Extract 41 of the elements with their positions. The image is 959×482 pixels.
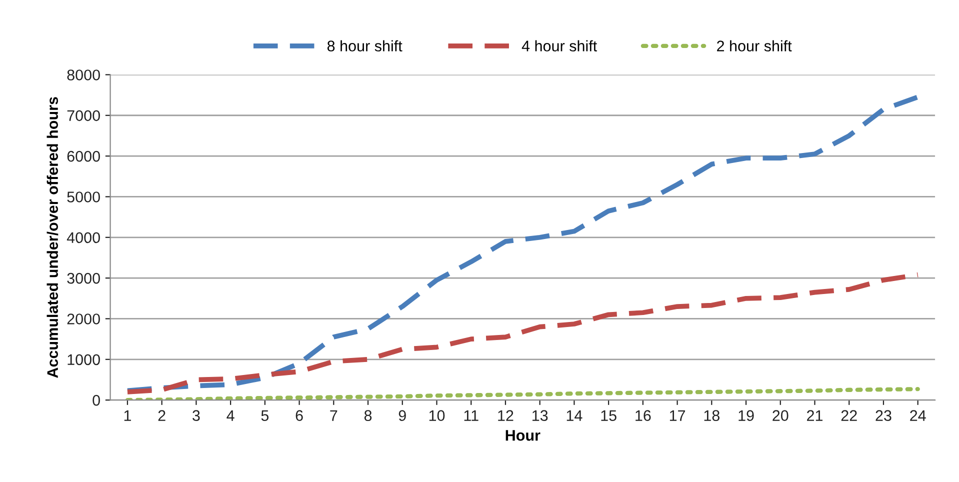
line-series (125, 386, 920, 400)
x-tick-label: 23 (876, 410, 892, 422)
x-tick-label: 3 (192, 410, 200, 422)
x-tick-label: 14 (566, 410, 582, 421)
x-tick-label: 5 (261, 410, 269, 422)
x-tick-label: 2 (158, 410, 166, 421)
x-tick-label: 4 (226, 410, 234, 421)
y-tick-label: 0 (92, 394, 100, 406)
x-axis-title: Hour (506, 430, 540, 441)
line-series (125, 272, 920, 394)
x-tick-label: 13 (532, 410, 548, 422)
x-tick-label: 11 (464, 410, 478, 421)
y-tick-label: 7000 (67, 110, 100, 122)
y-tick-label: 6000 (67, 150, 100, 162)
y-tick-label: 3000 (67, 272, 100, 284)
x-tick-label: 6 (296, 410, 303, 422)
legend-label: 4 hour shift (522, 40, 598, 52)
y-tick-label: 1000 (68, 354, 100, 366)
y-tick-label: 4000 (66, 232, 100, 244)
x-tick-label: 9 (398, 410, 406, 422)
y-tick-label: 2000 (67, 314, 100, 324)
legend-label: 8 hour shift (327, 40, 402, 52)
y-tick-label: 8000 (67, 70, 100, 80)
x-tick-label: 15 (601, 410, 616, 422)
x-tick-label: 22 (841, 410, 857, 421)
x-tick-label: 24 (910, 410, 926, 421)
line-series (125, 94, 920, 394)
x-tick-label: 12 (498, 410, 514, 421)
x-tick-label: 19 (738, 410, 754, 422)
x-tick-label: 20 (772, 410, 788, 422)
y-tick-label: 5000 (67, 192, 100, 202)
legend-label: 2 hour shift (717, 40, 792, 52)
x-tick-label: 21 (807, 410, 823, 421)
x-tick-label: 17 (670, 410, 686, 421)
x-tick-label: 16 (636, 410, 651, 422)
x-tick-label: 8 (364, 410, 372, 422)
y-axis-title: Accumulated under/over offered hours (46, 97, 58, 378)
x-tick-label: 10 (429, 410, 445, 422)
x-tick-label: 1 (124, 410, 131, 421)
x-tick-label: 7 (330, 410, 338, 421)
x-tick-label: 18 (704, 410, 720, 422)
